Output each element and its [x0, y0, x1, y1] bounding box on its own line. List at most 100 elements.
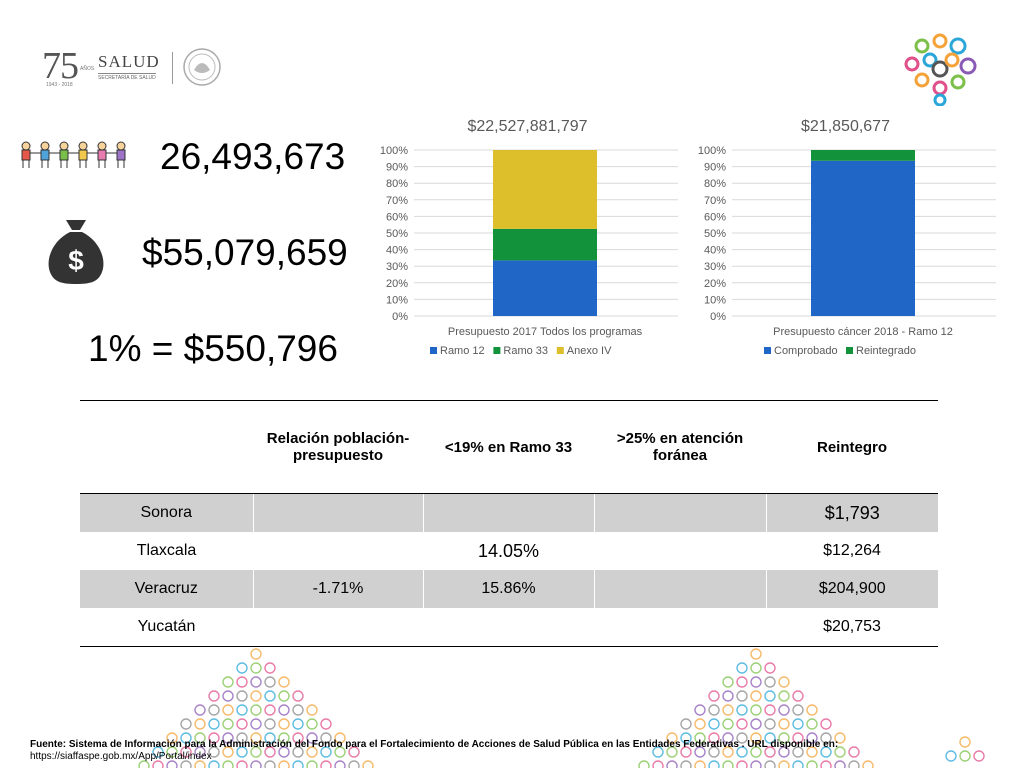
- deco-circle: [264, 760, 276, 768]
- chart-legend: Ramo 12 Ramo 33 Anexo IV: [430, 345, 612, 357]
- people-chain-icon: [21, 141, 126, 168]
- x-category-label: Presupuesto cáncer 2018 - Ramo 12: [773, 326, 953, 338]
- bar-segment-anexo-iv: [493, 150, 597, 229]
- bar-segment-ramo-12: [493, 260, 597, 316]
- mexico-seal-icon: [183, 48, 221, 86]
- deco-circle: [194, 732, 206, 744]
- deco-circle: [208, 704, 220, 716]
- deco-circle: [236, 676, 248, 688]
- deco-circle: [708, 732, 720, 744]
- deco-circle: [806, 704, 818, 716]
- source-footnote: Fuente: Sistema de Información para la A…: [30, 739, 850, 763]
- deco-circle: [750, 690, 762, 702]
- deco-circle: [222, 732, 234, 744]
- deco-circle: [236, 718, 248, 730]
- y-tick-label: 30%: [386, 261, 408, 273]
- deco-circle: [348, 760, 360, 768]
- state-cell: Veracruz: [80, 570, 254, 608]
- deco-circle: [694, 718, 706, 730]
- legend-label: Anexo IV: [567, 345, 612, 357]
- deco-circle: [292, 732, 304, 744]
- source-text: Fuente: Sistema de Información para la A…: [30, 739, 839, 750]
- deco-circle: [292, 746, 304, 758]
- svg-text:$: $: [68, 245, 84, 276]
- deco-circle: [666, 732, 678, 744]
- ramo33-cell: 15.86%: [423, 570, 595, 608]
- deco-circle: [208, 732, 220, 744]
- deco-circle: [750, 746, 762, 758]
- deco-circle: [362, 760, 374, 768]
- deco-circle: [250, 704, 262, 716]
- one-percent-stat: 1% = $550,796: [88, 328, 338, 369]
- state-cell: Tlaxcala: [136, 542, 197, 559]
- deco-circle: [306, 718, 318, 730]
- bar-segment-comprobado: [811, 160, 915, 316]
- money-bag-icon: $: [48, 220, 104, 284]
- deco-circle: [250, 648, 262, 660]
- y-tick-label: 40%: [386, 245, 408, 257]
- y-tick-label: 10%: [704, 294, 726, 306]
- deco-circle: [694, 732, 706, 744]
- salud-logo: SALUD: [98, 52, 160, 71]
- deco-circle: [708, 690, 720, 702]
- deco-circle: [736, 732, 748, 744]
- column-header-ramo33: <19% en Ramo 33: [423, 400, 594, 494]
- deco-circle: [750, 718, 762, 730]
- deco-circle: [166, 760, 178, 768]
- deco-circle: [250, 718, 262, 730]
- deco-circle: [180, 746, 192, 758]
- ramo33-cell: 14.05%: [477, 540, 540, 561]
- reintegro-cell: $20,753: [766, 608, 938, 647]
- deco-circle: [680, 732, 692, 744]
- deco-circle: [292, 690, 304, 702]
- y-tick-label: 70%: [386, 195, 408, 207]
- reintegro-cell: $1,793: [766, 493, 938, 532]
- deco-circle: [320, 760, 332, 768]
- indicators-table: Relación población-presupuesto <19% en R…: [80, 400, 938, 647]
- foranea-cell: [594, 493, 767, 532]
- deco-circle: [264, 704, 276, 716]
- deco-circle: [764, 746, 776, 758]
- deco-circle: [194, 718, 206, 730]
- deco-circle: [750, 704, 762, 716]
- deco-circle: [792, 690, 804, 702]
- source-url[interactable]: https://siaffaspe.gob.mx/App/Portal/inde…: [30, 751, 212, 762]
- deco-circle: [250, 690, 262, 702]
- deco-circle: [222, 704, 234, 716]
- deco-circle: [750, 676, 762, 688]
- y-tick-label: 90%: [704, 162, 726, 174]
- population-stat: 26,493,673: [160, 136, 346, 177]
- deco-circle: [736, 662, 748, 674]
- deco-circle: [764, 732, 776, 744]
- relacion-cell: [253, 532, 423, 570]
- deco-circle: [222, 746, 234, 758]
- deco-circle: [680, 718, 692, 730]
- deco-circle: [792, 760, 804, 768]
- deco-circle: [264, 662, 276, 674]
- y-tick-label: 70%: [704, 195, 726, 207]
- deco-circle: [722, 760, 734, 768]
- deco-circle: [222, 718, 234, 730]
- deco-circle: [959, 736, 971, 748]
- legend-swatch: [430, 347, 437, 354]
- deco-circle: [778, 704, 790, 716]
- legend-swatch: [846, 347, 853, 354]
- chart-1-title: $22,527,881,797: [467, 118, 588, 135]
- deco-circle: [806, 746, 818, 758]
- deco-circle: [778, 760, 790, 768]
- deco-circle: [722, 746, 734, 758]
- legend-swatch: [764, 347, 771, 354]
- deco-circle: [236, 662, 248, 674]
- deco-circle: [764, 676, 776, 688]
- deco-circle: [764, 662, 776, 674]
- deco-circle: [848, 746, 860, 758]
- deco-circle: [736, 718, 748, 730]
- deco-circle: [306, 732, 318, 744]
- deco-circle: [222, 676, 234, 688]
- deco-circle: [666, 746, 678, 758]
- deco-circle: [236, 760, 248, 768]
- deco-circle: [166, 746, 178, 758]
- deco-circle: [306, 746, 318, 758]
- deco-circle: [222, 760, 234, 768]
- deco-circle: [292, 718, 304, 730]
